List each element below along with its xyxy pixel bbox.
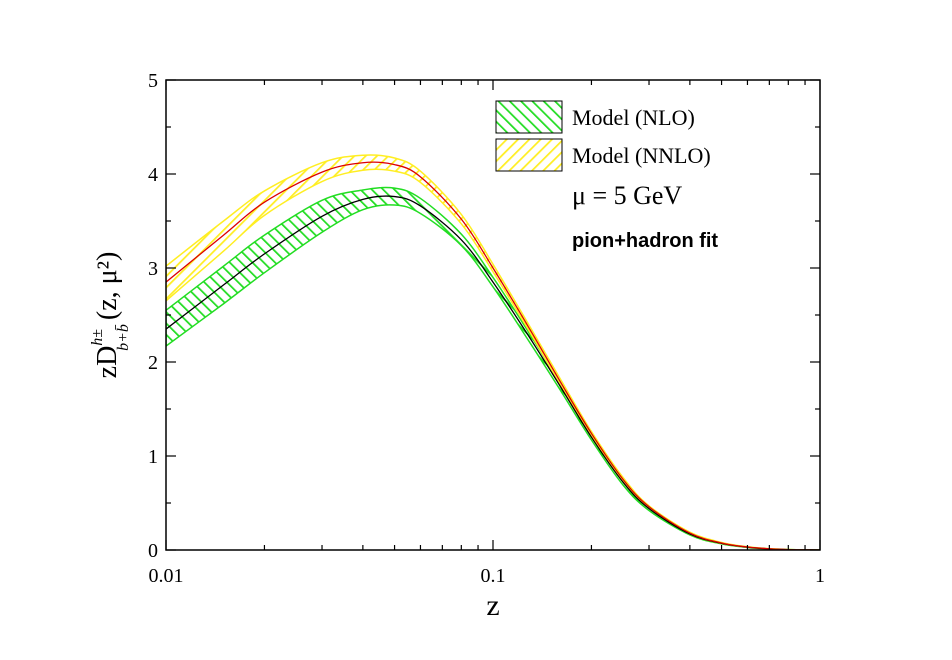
- central-line-nnlo: [166, 161, 820, 550]
- band-nnlo: [166, 154, 820, 550]
- legend-swatch-nnlo: [495, 138, 563, 172]
- x-tick-label: 0.01: [149, 565, 184, 587]
- y-tick-label: 0: [148, 540, 158, 562]
- x-tick-label: 0.1: [481, 565, 506, 587]
- central-curves: [166, 161, 820, 550]
- legend: Model (NLO) Model (NNLO): [495, 100, 711, 172]
- y-tick-label: 2: [148, 352, 158, 374]
- plot-frame: [165, 79, 821, 551]
- legend-label-nnlo: Model (NNLO): [572, 143, 711, 168]
- y-tick-label: 4: [148, 164, 158, 186]
- y-tick-label: 1: [148, 446, 158, 468]
- scale-annotation: μ = 5 GeV: [572, 181, 682, 210]
- x-axis-label: z: [486, 589, 499, 622]
- tick-labels: 0 1 2 3 4 5 0.01 0.1 1: [148, 70, 825, 587]
- fit-annotation: pion+hadron fit: [572, 230, 718, 252]
- y-axis-label: zDh± b+b̄(z, μ²): [89, 252, 132, 379]
- axis-ticks: [165, 79, 821, 551]
- y-tick-label: 3: [148, 258, 158, 280]
- band-nlo: [166, 186, 820, 550]
- y-tick-label: 5: [148, 70, 158, 92]
- svg-text:zDh±b+b̄(z, μ²): zDh± b+b̄(z, μ²): [89, 252, 132, 379]
- legend-label-nlo: Model (NLO): [572, 105, 695, 130]
- legend-swatch-nlo: [495, 100, 563, 134]
- x-tick-label: 1: [815, 565, 825, 587]
- bands: [166, 154, 820, 550]
